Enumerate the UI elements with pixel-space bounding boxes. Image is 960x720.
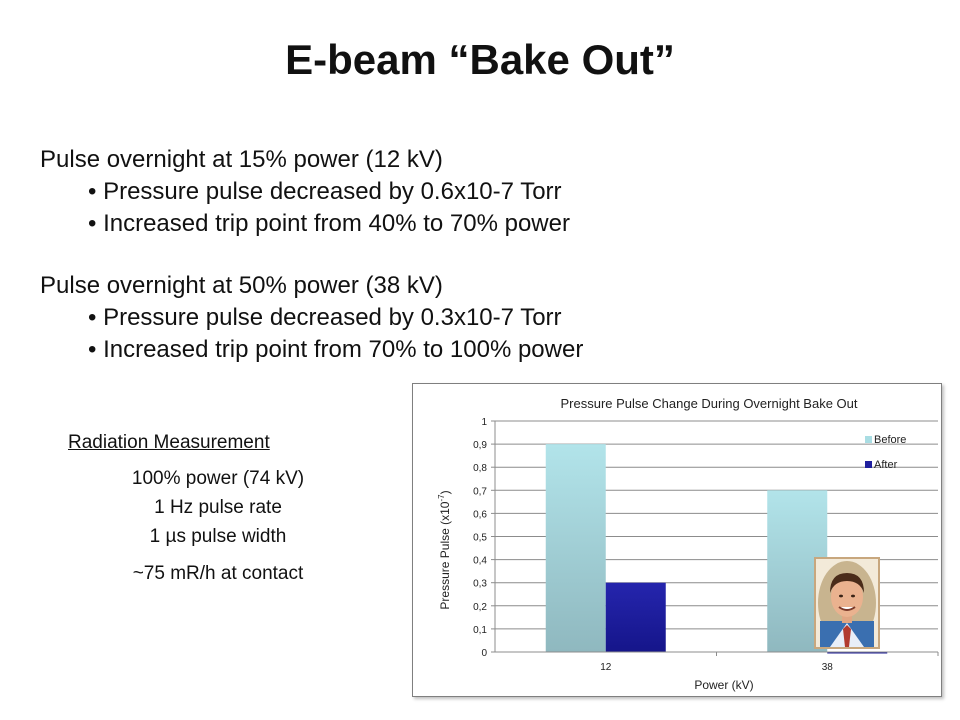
y-tick-label: 0,9 xyxy=(473,440,487,451)
y-tick-label: 0,3 xyxy=(473,579,487,590)
y-tick-label: 0,8 xyxy=(473,463,487,474)
pulse-50-block: Pulse overnight at 50% power (38 kV) • P… xyxy=(40,270,583,366)
y-tick-label: 0,7 xyxy=(473,486,487,497)
x-tick-label: 38 xyxy=(822,662,834,673)
pulse-50-bullet-2: • Increased trip point from 70% to 100% … xyxy=(88,336,584,363)
radiation-result: ~75 mR/h at contact xyxy=(132,563,304,584)
chart-legend: Before After xyxy=(865,434,906,471)
radiation-power: 100% power (74 kV) xyxy=(131,468,305,489)
bar-after-38 xyxy=(827,652,888,654)
x-axis-label: Power (kV) xyxy=(694,678,753,692)
y-tick-label: 0 xyxy=(481,648,487,659)
legend-label-after: After xyxy=(874,459,898,471)
slide-title: E-beam “Bake Out” xyxy=(285,36,675,83)
bar-after-12 xyxy=(605,582,666,652)
pulse-15-heading: Pulse overnight at 15% power (12 kV) xyxy=(40,146,443,173)
pulse-15-block: Pulse overnight at 15% power (12 kV) • P… xyxy=(40,144,570,240)
x-tick-label: 12 xyxy=(600,662,612,673)
y-axis-label: Pressure Pulse (x10-7) xyxy=(437,490,452,609)
pulse-15-bullet-1: • Pressure pulse decreased by 0.6x10-7 T… xyxy=(88,178,562,205)
y-tick-label: 0,1 xyxy=(473,625,487,636)
chart-axes: 0 0,1 0,2 0,3 0,4 0,5 0,6 0,7 0,8 0,9 1 12 38 xyxy=(473,417,939,673)
y-tick-label: 0,6 xyxy=(473,509,487,520)
y-tick-label: 0,2 xyxy=(473,602,487,613)
legend-swatch-after xyxy=(865,461,872,468)
y-tick-label: 1 xyxy=(481,417,487,428)
pulse-50-heading: Pulse overnight at 50% power (38 kV) xyxy=(40,272,443,299)
pulse-50-bullet-1: • Pressure pulse decreased by 0.3x10-7 T… xyxy=(88,304,562,331)
legend-swatch-before xyxy=(865,436,872,443)
y-tick-label: 0,4 xyxy=(473,556,487,567)
person-photo-icon xyxy=(818,561,876,647)
legend-label-before: Before xyxy=(874,434,906,446)
radiation-measurement: Radiation Measurement 100% power (74 kV)… xyxy=(68,428,368,588)
chart-svg: Pressure Pulse Change During Overnight B… xyxy=(437,396,939,692)
chart-title: Pressure Pulse Change During Overnight B… xyxy=(561,396,858,411)
bar-chart: Pressure Pulse Change During Overnight B… xyxy=(412,383,942,697)
person-photo xyxy=(814,557,880,649)
radiation-width: 1 µs pulse width xyxy=(149,526,287,547)
pulse-15-bullet-2: • Increased trip point from 40% to 70% p… xyxy=(88,210,570,237)
radiation-rate: 1 Hz pulse rate xyxy=(154,497,282,518)
bar-before-12 xyxy=(545,444,606,652)
radiation-heading: Radiation Measurement xyxy=(68,432,270,453)
chart-bars xyxy=(545,444,888,654)
y-tick-label: 0,5 xyxy=(473,533,487,544)
